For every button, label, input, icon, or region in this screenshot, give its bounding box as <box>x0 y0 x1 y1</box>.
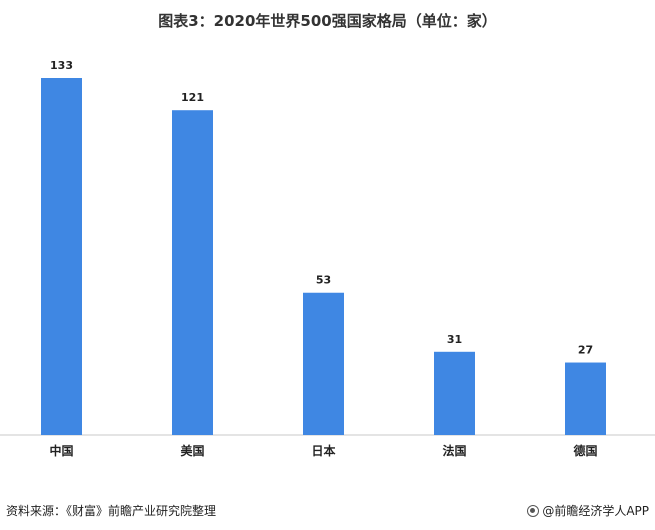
bar-2 <box>303 292 344 435</box>
data-label-4: 27 <box>578 344 593 357</box>
data-label-1: 121 <box>181 91 204 104</box>
category-label-4: 德国 <box>573 443 597 458</box>
category-label-1: 美国 <box>180 443 204 458</box>
source-note: 资料来源：《财富》前瞻产业研究院整理 <box>6 504 217 518</box>
category-label-2: 日本 <box>311 443 335 458</box>
bar-1 <box>172 110 213 436</box>
bar-4 <box>565 362 606 435</box>
bar-chart: 133 中国 121 美国 53 日本 31 法国 27 德国 <box>0 59 655 458</box>
bar-0 <box>41 78 82 435</box>
data-label-3: 31 <box>447 333 462 346</box>
data-label-2: 53 <box>316 274 331 287</box>
chart-title: 图表3：2020年世界500强国家格局（单位：家） <box>158 12 497 30</box>
category-label-3: 法国 <box>442 443 466 458</box>
category-label-0: 中国 <box>49 443 73 458</box>
data-label-0: 133 <box>50 59 73 72</box>
brand-credit: @前瞻经济学人APP <box>527 502 649 519</box>
brand-logo-icon <box>527 504 540 517</box>
brand-text: @前瞻经济学人APP <box>542 504 649 518</box>
bar-3 <box>434 351 475 435</box>
